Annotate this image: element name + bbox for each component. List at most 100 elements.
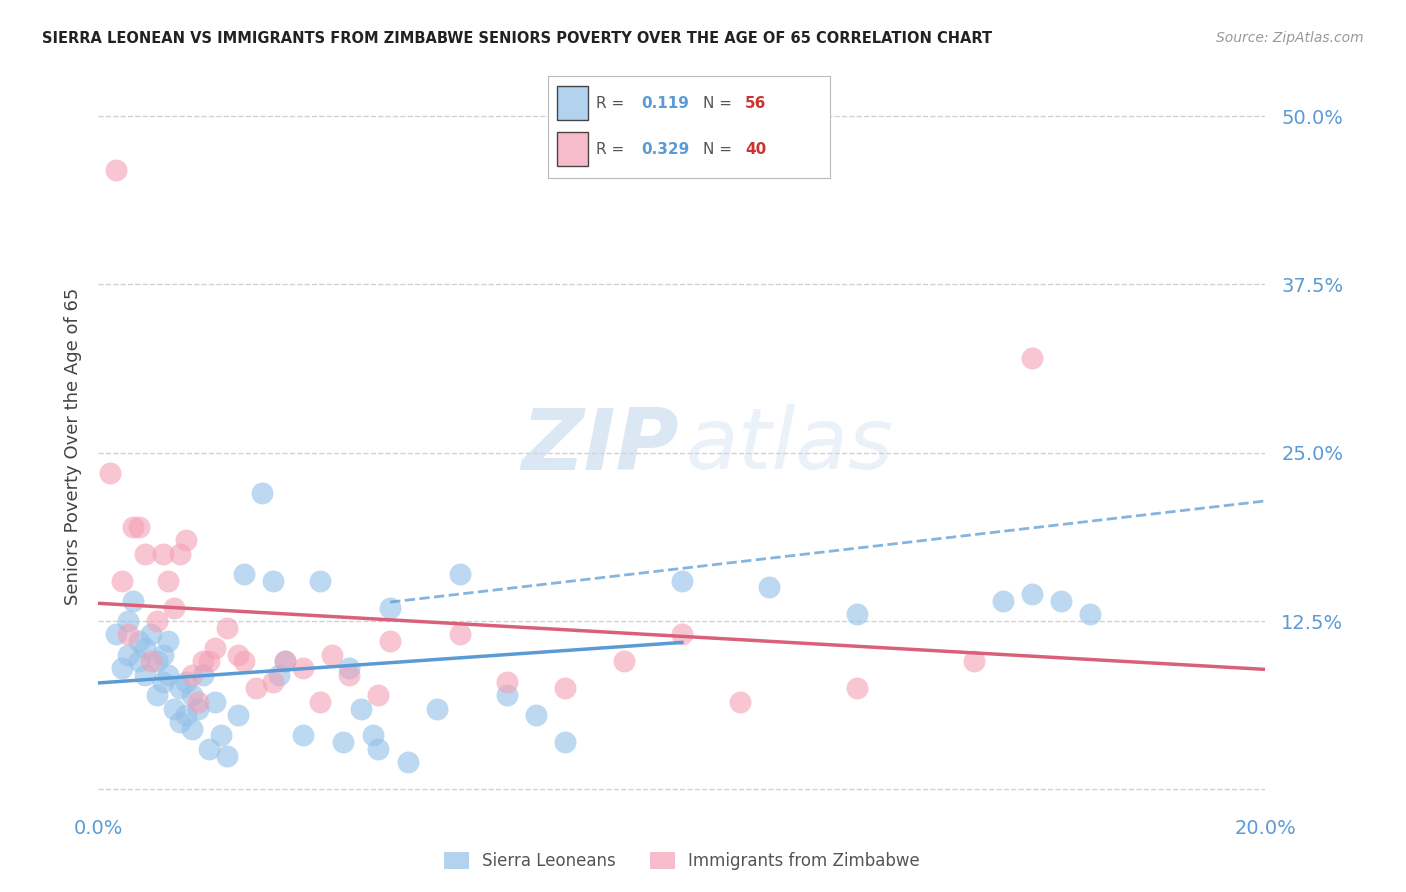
Point bbox=[1080, 607, 1102, 622]
Point bbox=[198, 742, 221, 756]
Text: 0.329: 0.329 bbox=[641, 142, 689, 157]
Point bbox=[758, 580, 780, 594]
Point bbox=[157, 634, 180, 648]
Point bbox=[332, 735, 354, 749]
Point bbox=[187, 701, 209, 715]
Point bbox=[612, 655, 634, 669]
Point bbox=[139, 655, 162, 669]
Point bbox=[309, 574, 332, 588]
Point bbox=[198, 655, 221, 669]
Point bbox=[157, 668, 180, 682]
Point bbox=[193, 668, 215, 682]
Point bbox=[1021, 587, 1043, 601]
Point bbox=[215, 748, 238, 763]
Point bbox=[269, 668, 291, 682]
Point bbox=[845, 681, 868, 696]
Text: Source: ZipAtlas.com: Source: ZipAtlas.com bbox=[1216, 31, 1364, 45]
Point bbox=[146, 655, 169, 669]
Point bbox=[139, 627, 162, 641]
Point bbox=[728, 695, 751, 709]
Point bbox=[309, 695, 332, 709]
Point bbox=[554, 681, 576, 696]
Point bbox=[262, 674, 284, 689]
Point bbox=[671, 627, 693, 641]
Point bbox=[367, 742, 389, 756]
Point bbox=[554, 735, 576, 749]
Point bbox=[396, 756, 419, 770]
Point bbox=[1050, 594, 1073, 608]
Point bbox=[449, 566, 471, 581]
Point bbox=[337, 661, 360, 675]
Point bbox=[367, 688, 389, 702]
Point bbox=[291, 729, 314, 743]
Point bbox=[134, 640, 156, 655]
Point bbox=[187, 695, 209, 709]
Text: N =: N = bbox=[703, 142, 737, 157]
Point bbox=[163, 701, 186, 715]
Point bbox=[134, 668, 156, 682]
Point bbox=[122, 520, 145, 534]
Point bbox=[204, 695, 226, 709]
Point bbox=[193, 655, 215, 669]
Text: 40: 40 bbox=[745, 142, 766, 157]
Legend: Sierra Leoneans, Immigrants from Zimbabwe: Sierra Leoneans, Immigrants from Zimbabw… bbox=[437, 845, 927, 877]
Point bbox=[174, 674, 197, 689]
Point bbox=[204, 640, 226, 655]
Point bbox=[250, 486, 273, 500]
Point bbox=[524, 708, 547, 723]
Point bbox=[152, 674, 174, 689]
Point bbox=[111, 574, 134, 588]
Point bbox=[321, 648, 343, 662]
Text: SIERRA LEONEAN VS IMMIGRANTS FROM ZIMBABWE SENIORS POVERTY OVER THE AGE OF 65 CO: SIERRA LEONEAN VS IMMIGRANTS FROM ZIMBAB… bbox=[42, 31, 993, 46]
Point bbox=[262, 574, 284, 588]
Point bbox=[128, 520, 150, 534]
FancyBboxPatch shape bbox=[557, 87, 588, 120]
Point bbox=[378, 634, 402, 648]
Point bbox=[128, 634, 150, 648]
Point bbox=[337, 668, 360, 682]
Y-axis label: Seniors Poverty Over the Age of 65: Seniors Poverty Over the Age of 65 bbox=[63, 287, 82, 605]
Point bbox=[152, 547, 174, 561]
Text: R =: R = bbox=[596, 142, 630, 157]
Point bbox=[495, 674, 517, 689]
Point bbox=[157, 574, 180, 588]
Point bbox=[291, 661, 314, 675]
Point bbox=[134, 547, 156, 561]
Point bbox=[991, 594, 1014, 608]
Point bbox=[274, 655, 297, 669]
Point bbox=[274, 655, 297, 669]
Point bbox=[180, 688, 202, 702]
Point bbox=[228, 648, 250, 662]
Point bbox=[350, 701, 373, 715]
Point bbox=[233, 566, 256, 581]
Point bbox=[174, 533, 197, 548]
Text: N =: N = bbox=[703, 95, 737, 111]
Point bbox=[128, 655, 150, 669]
Point bbox=[180, 722, 202, 736]
Text: R =: R = bbox=[596, 95, 630, 111]
Point bbox=[845, 607, 868, 622]
Text: 56: 56 bbox=[745, 95, 766, 111]
Point bbox=[146, 614, 169, 628]
Point bbox=[169, 714, 191, 729]
Point bbox=[169, 681, 191, 696]
Point bbox=[245, 681, 267, 696]
Point bbox=[163, 600, 186, 615]
Point bbox=[146, 688, 169, 702]
Point bbox=[104, 627, 127, 641]
Text: atlas: atlas bbox=[685, 404, 893, 488]
Point bbox=[104, 163, 127, 178]
Point bbox=[111, 661, 134, 675]
Point bbox=[174, 708, 197, 723]
Point bbox=[180, 668, 202, 682]
Point bbox=[378, 600, 402, 615]
Point bbox=[495, 688, 517, 702]
Point bbox=[449, 627, 471, 641]
FancyBboxPatch shape bbox=[557, 132, 588, 166]
Point bbox=[117, 627, 139, 641]
Point bbox=[152, 648, 174, 662]
Point bbox=[1021, 351, 1043, 366]
Point bbox=[426, 701, 449, 715]
Point bbox=[671, 574, 693, 588]
Point bbox=[122, 594, 145, 608]
